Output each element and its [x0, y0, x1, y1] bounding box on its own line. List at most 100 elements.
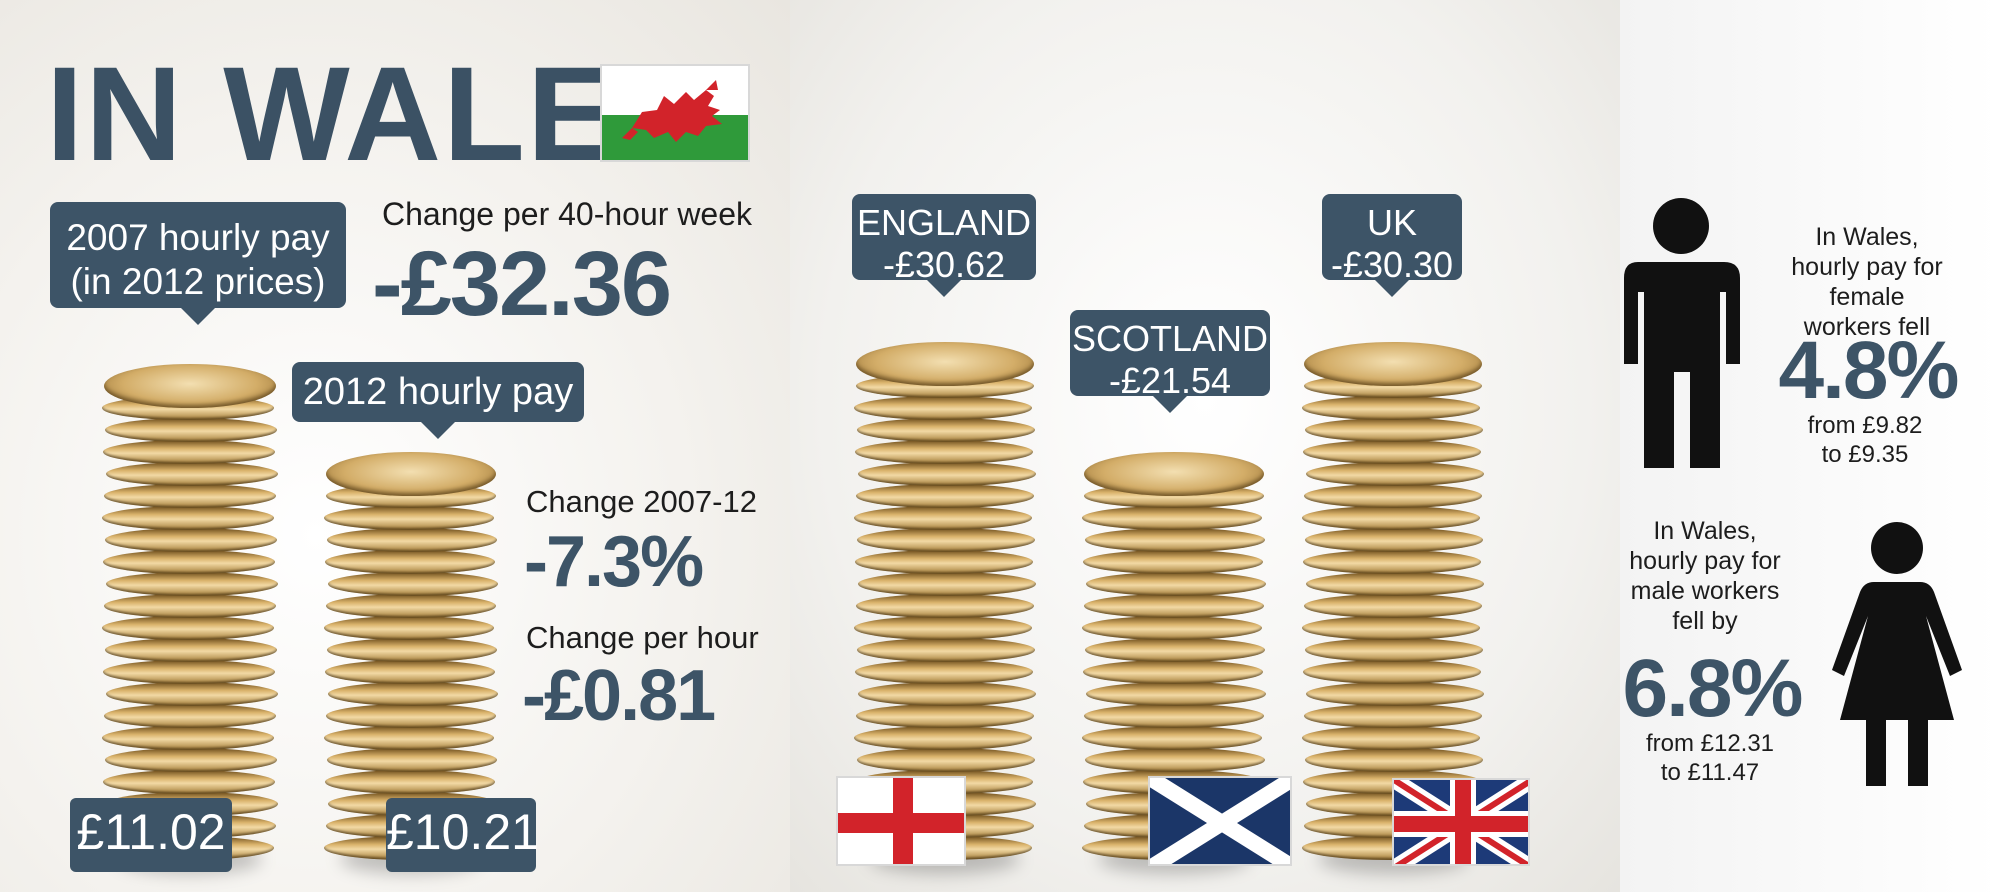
coin — [325, 660, 495, 684]
coin — [1086, 682, 1266, 706]
callout-2007-hourly-pay: 2007 hourly pay (in 2012 prices) — [50, 202, 346, 325]
coin — [1306, 682, 1484, 706]
coin — [854, 506, 1032, 530]
coin — [106, 682, 278, 706]
callout-2012-hourly-pay: 2012 hourly pay — [292, 362, 584, 439]
coin — [102, 506, 274, 530]
welsh-flag-icon — [600, 64, 750, 162]
coin — [325, 550, 495, 574]
week-change-label: Change per 40-hour week — [382, 196, 753, 232]
coin — [328, 682, 498, 706]
coin — [1302, 506, 1480, 530]
woman-icon — [1822, 520, 1972, 788]
england-value: -£30.62 — [882, 244, 1006, 286]
female-from: from £9.82 — [1807, 412, 1923, 439]
coin-top — [856, 342, 1034, 386]
coin — [327, 638, 497, 662]
coin-stack-2007 — [102, 346, 278, 874]
coin — [1303, 440, 1481, 464]
coin — [857, 638, 1035, 662]
male-line1: In Wales, — [1653, 517, 1757, 545]
change-per-hour-value: -£0.81 — [522, 656, 716, 736]
coin — [1306, 462, 1484, 486]
male-to: to £11.47 — [1660, 758, 1760, 786]
coin — [104, 594, 276, 618]
coin — [857, 418, 1035, 442]
week-change-value: -£32.36 — [372, 233, 672, 335]
coin — [103, 550, 275, 574]
callout-2007-line1: 2007 hourly pay — [66, 217, 330, 258]
callout-england: ENGLAND -£30.62 — [852, 194, 1036, 297]
page-title: IN WALES — [46, 40, 710, 189]
coin — [1085, 638, 1265, 662]
female-range: from £9.82 to £9.35 — [1760, 412, 1970, 470]
change-2007-12-value: -7.3% — [524, 522, 704, 602]
coin — [1085, 528, 1265, 552]
scotland-flag-icon — [1148, 776, 1292, 866]
coin — [857, 748, 1035, 772]
coin — [1305, 418, 1483, 442]
male-percent: 6.8% — [1622, 643, 1804, 734]
coin — [103, 660, 275, 684]
scotland-value: -£21.54 — [1108, 360, 1232, 402]
male-from: from £12.31 — [1645, 730, 1775, 757]
coin — [1302, 616, 1480, 640]
coin — [325, 770, 495, 794]
female-line1: In Wales, — [1815, 223, 1919, 251]
coin — [1082, 616, 1262, 640]
coin — [106, 572, 278, 596]
coin — [1302, 726, 1480, 750]
coin — [856, 704, 1034, 728]
right-panel-background — [1620, 0, 2000, 892]
coin — [105, 528, 277, 552]
coin-top — [326, 452, 496, 496]
coin — [1084, 704, 1264, 728]
coin — [104, 484, 276, 508]
change-per-hour-label: Change per hour — [526, 620, 759, 655]
coin — [105, 638, 277, 662]
coin — [854, 726, 1032, 750]
coin — [1084, 594, 1264, 618]
male-line3: male workers — [1630, 577, 1780, 605]
coin — [103, 440, 275, 464]
coin-top — [1084, 452, 1264, 496]
coin — [1082, 726, 1262, 750]
coin — [102, 616, 274, 640]
coin — [105, 748, 277, 772]
coin — [106, 462, 278, 486]
coin — [103, 770, 275, 794]
coin — [1305, 528, 1483, 552]
coin — [855, 660, 1033, 684]
coin — [327, 528, 497, 552]
coin — [1083, 550, 1263, 574]
callout-2007-line2: (in 2012 prices) — [70, 260, 326, 302]
coin — [105, 418, 277, 442]
scotland-name: SCOTLAND — [1071, 318, 1269, 359]
coin — [856, 594, 1034, 618]
pay-2007-label: £11.02 — [70, 798, 232, 872]
england-name: ENGLAND — [856, 202, 1032, 243]
union-jack-icon — [1392, 778, 1530, 866]
england-flag-icon — [836, 776, 966, 866]
coin — [1303, 660, 1481, 684]
coin — [854, 396, 1032, 420]
male-range: from £12.31 to £11.47 — [1610, 730, 1810, 788]
coin — [1304, 594, 1482, 618]
uk-value: -£30.30 — [1330, 244, 1454, 286]
coin — [102, 726, 274, 750]
change-2007-12-label: Change 2007-12 — [526, 484, 757, 519]
coin — [858, 462, 1036, 486]
uk-name: UK — [1366, 202, 1417, 243]
female-line2: hourly pay for — [1791, 253, 1943, 281]
coin — [1083, 660, 1263, 684]
callout-scotland: SCOTLAND -£21.54 — [1070, 310, 1270, 413]
coin — [855, 550, 1033, 574]
coin — [854, 616, 1032, 640]
coin — [1304, 484, 1482, 508]
coin — [1306, 572, 1484, 596]
coin — [1303, 550, 1481, 574]
coin — [324, 616, 494, 640]
coin — [1305, 638, 1483, 662]
callout-2012-label: 2012 hourly pay — [302, 371, 574, 413]
coin — [1085, 748, 1265, 772]
